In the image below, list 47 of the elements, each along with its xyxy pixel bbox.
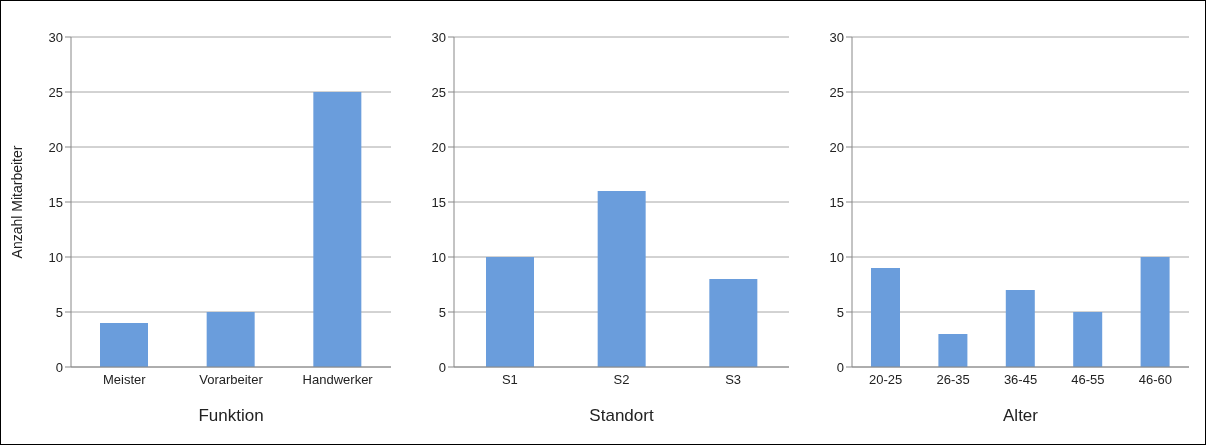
y-tick-label: 5 <box>438 304 446 320</box>
y-tick-label: 25 <box>48 84 63 100</box>
x-tick-label: S1 <box>501 372 518 388</box>
x-axis-title: Funktion <box>198 406 264 425</box>
x-tick-label: S2 <box>613 372 630 388</box>
bar <box>100 323 148 367</box>
bar <box>1073 312 1103 367</box>
y-tick-label: 15 <box>48 194 63 210</box>
x-tick-label: Handwerker <box>302 372 374 388</box>
x-tick-label: S3 <box>725 372 742 388</box>
y-tick-label: 10 <box>48 249 63 265</box>
y-tick-label: 15 <box>829 194 844 210</box>
y-tick-label: 30 <box>48 29 63 45</box>
y-tick-label: 30 <box>431 29 446 45</box>
y-tick-label: 25 <box>431 84 446 100</box>
x-axis-title: Alter <box>1003 406 1039 425</box>
y-tick-label: 10 <box>829 249 844 265</box>
bar <box>938 334 968 367</box>
x-tick-label: 20-25 <box>869 372 903 388</box>
x-tick-label: 26-35 <box>936 372 970 388</box>
y-tick-label: 30 <box>829 29 844 45</box>
bar <box>1140 257 1170 367</box>
y-tick-label: 0 <box>55 359 63 375</box>
bar <box>486 257 534 367</box>
bar <box>313 92 362 367</box>
bar <box>709 279 758 367</box>
y-tick-label: 15 <box>431 194 446 210</box>
bar <box>597 191 646 367</box>
y-tick-label: 10 <box>431 249 446 265</box>
y-tick-label: 20 <box>431 139 446 155</box>
y-tick-label: 20 <box>829 139 844 155</box>
y-axis-title: Anzahl Mitarbeiter <box>8 145 25 259</box>
y-tick-label: 5 <box>836 304 844 320</box>
bar <box>206 312 255 367</box>
y-tick-label: 0 <box>836 359 844 375</box>
x-tick-label: 46-55 <box>1071 372 1105 388</box>
y-tick-label: 25 <box>829 84 844 100</box>
y-tick-label: 0 <box>438 359 446 375</box>
x-tick-label: 46-60 <box>1138 372 1172 388</box>
x-tick-label: Vorarbeiter <box>199 372 264 388</box>
x-axis-title: Standort <box>589 406 654 425</box>
bar <box>871 268 900 367</box>
x-tick-label: Meister <box>103 372 147 388</box>
bar <box>1005 290 1035 367</box>
y-tick-label: 20 <box>48 139 63 155</box>
y-tick-label: 5 <box>55 304 63 320</box>
x-tick-label: 36-45 <box>1003 372 1038 388</box>
